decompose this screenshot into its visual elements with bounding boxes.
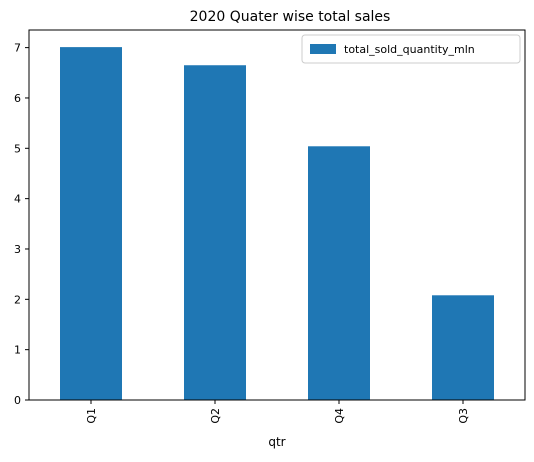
y-axis: 0 1 2 3 4 5 6 7 <box>14 42 29 407</box>
x-axis: Q1 Q2 Q4 Q3 <box>85 400 470 424</box>
x-tick-label: Q3 <box>457 408 470 424</box>
y-tick-label: 6 <box>14 92 21 105</box>
y-tick-label: 3 <box>14 243 21 256</box>
legend-swatch <box>310 44 336 54</box>
x-tick-label: Q2 <box>209 408 222 424</box>
plot-frame <box>28 29 526 401</box>
x-tick-label: Q4 <box>333 408 346 424</box>
y-tick-label: 4 <box>14 193 21 206</box>
x-tick-label: Q1 <box>85 408 98 424</box>
y-tick-label: 2 <box>14 293 21 306</box>
x-axis-label: qtr <box>268 435 285 449</box>
bar-q4 <box>308 146 370 400</box>
y-tick-label: 1 <box>14 344 21 357</box>
bar-q1 <box>60 47 122 400</box>
bars-group <box>60 47 494 400</box>
legend: total_sold_quantity_mln <box>301 34 521 64</box>
y-tick-label: 0 <box>14 394 21 407</box>
bar-q2 <box>184 65 246 400</box>
legend-box <box>301 34 521 64</box>
y-tick-label: 5 <box>14 142 21 155</box>
legend-label: total_sold_quantity_mln <box>344 43 475 56</box>
y-tick-label: 7 <box>14 42 21 55</box>
bar-q3 <box>432 295 494 400</box>
chart-title: 2020 Quater wise total sales <box>190 9 391 25</box>
